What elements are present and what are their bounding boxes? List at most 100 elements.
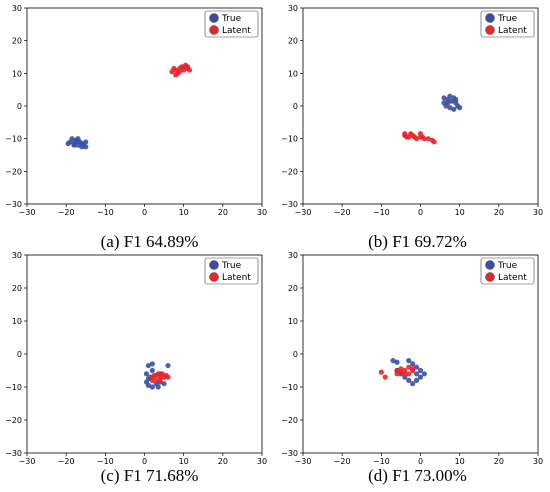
legend-label-latent: Latent [498,26,527,36]
point-latent [417,134,424,140]
legend-marker-latent [485,272,495,282]
point-true [143,371,150,377]
point-latent [157,377,163,383]
point-true [145,362,152,369]
x-tick-label: 0 [418,208,423,217]
y-tick-label: 0 [293,102,298,111]
point-latent [412,134,418,140]
point-latent [173,72,179,78]
point-true [394,359,400,365]
x-tick-label: 0 [418,457,423,466]
point-latent [398,369,404,375]
point-latent [184,64,191,70]
point-true [165,362,171,369]
y-tick-label: 10 [288,317,298,326]
point-true [65,140,71,147]
x-tick-label: 10 [455,457,465,466]
y-tick-label: −20 [281,416,298,425]
y-tick-label: 20 [288,284,298,293]
x-tick-label: 10 [179,457,189,466]
point-true [410,361,416,367]
plot-frame [26,7,263,205]
y-tick-label: −20 [281,167,298,176]
point-true [149,361,155,367]
panel-0: −30 −20 −10 0 10 20 30 −30 −20 −10 0 10 20 30 True Late… [5,4,267,217]
point-true [413,364,420,370]
plot-frame [26,254,263,454]
y-tick-label: 0 [17,350,22,359]
point-true [447,93,453,99]
legend-marker-true [485,13,495,23]
x-tick-label: 20 [494,208,504,217]
x-tick-label: −30 [19,457,36,466]
legend-label-latent: Latent [222,26,251,36]
caption-a: (a) F1 64.89% [100,232,199,251]
point-true [447,105,453,111]
caption-d: (d) F1 73.00% [368,466,467,485]
x-tick-label: −10 [97,208,114,217]
point-latent [378,369,384,375]
point-true [441,95,447,101]
point-true [451,106,457,112]
point-true [73,139,79,145]
point-latent [402,131,408,137]
point-true [145,382,152,388]
x-tick-label: −20 [334,208,351,217]
point-latent [149,377,155,383]
y-tick-label: 20 [288,37,298,46]
x-tick-label: −20 [334,457,351,466]
legend-marker-latent [485,25,495,35]
y-tick-label: 30 [12,251,22,260]
x-tick-label: 10 [179,208,189,217]
point-latent [163,372,169,379]
x-tick-label: 10 [455,208,465,217]
y-tick-label: 20 [12,284,22,293]
y-tick-label: −20 [5,416,22,425]
legend-label-true: True [221,261,242,271]
point-latent [382,374,388,380]
y-tick-label: −20 [5,167,22,176]
x-tick-label: 30 [533,208,543,217]
x-tick-label: −10 [97,457,114,466]
point-true [79,144,85,150]
y-tick-label: 30 [288,4,298,13]
point-latent [410,366,416,372]
x-tick-label: 0 [142,457,147,466]
legend-marker-latent [209,25,219,35]
point-latent [406,371,412,377]
point-true [421,371,428,377]
point-true [83,139,89,145]
point-true [161,381,167,387]
y-tick-label: 10 [288,69,298,78]
y-tick-label: 20 [12,37,22,46]
y-tick-label: 30 [12,4,22,13]
point-true [69,136,75,142]
legend-label-latent: Latent [222,273,251,283]
legend-label-true: True [221,14,242,24]
x-tick-label: −30 [19,208,36,217]
legend-marker-latent [209,272,219,282]
x-tick-label: 30 [533,457,543,466]
y-tick-label: 10 [12,317,22,326]
point-true [406,377,412,383]
x-tick-label: −30 [295,208,312,217]
x-tick-label: −30 [295,457,312,466]
legend-label-latent: Latent [498,273,527,283]
caption-c: (c) F1 71.68% [100,466,199,485]
y-tick-label: −10 [5,383,22,392]
point-true [406,358,412,364]
y-tick-label: −30 [5,200,22,209]
legend-marker-true [485,260,495,270]
y-tick-label: −10 [281,383,298,392]
point-latent [431,139,437,145]
point-true [413,371,420,377]
point-latent [181,64,187,70]
x-tick-label: −10 [373,457,390,466]
point-latent [153,372,159,379]
x-tick-label: −20 [58,208,75,217]
point-true [149,384,155,390]
point-true [413,377,420,383]
x-tick-label: 20 [494,457,504,466]
point-true [453,96,459,103]
